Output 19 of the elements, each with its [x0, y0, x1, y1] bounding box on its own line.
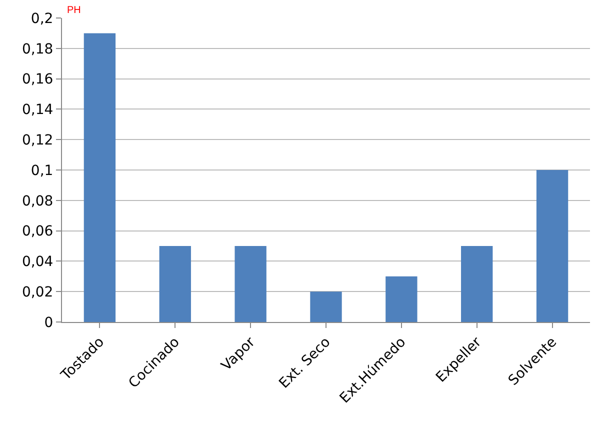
- bar: [84, 33, 116, 322]
- y-tick-label: 0: [44, 314, 54, 331]
- bar: [234, 246, 266, 322]
- bar: [536, 170, 568, 322]
- y-tick-label: 0,06: [22, 224, 54, 240]
- y-tick-label: 0,18: [22, 41, 54, 58]
- y-tick-label: 0,16: [22, 72, 54, 88]
- bar: [310, 292, 342, 322]
- y-tick-label: 0,04: [22, 254, 54, 270]
- bar: [461, 246, 493, 322]
- y-tick-label: 0,08: [22, 193, 54, 210]
- y-axis-title: PH: [67, 5, 81, 16]
- y-tick-label: 0,2: [30, 10, 54, 27]
- y-tick-label: 0,12: [22, 132, 54, 148]
- y-tick-label: 0,02: [22, 284, 54, 300]
- y-tick-label: 0,1: [30, 162, 54, 179]
- y-tick-label: 0,14: [22, 102, 54, 118]
- bar: [386, 276, 418, 322]
- bar: [159, 246, 191, 322]
